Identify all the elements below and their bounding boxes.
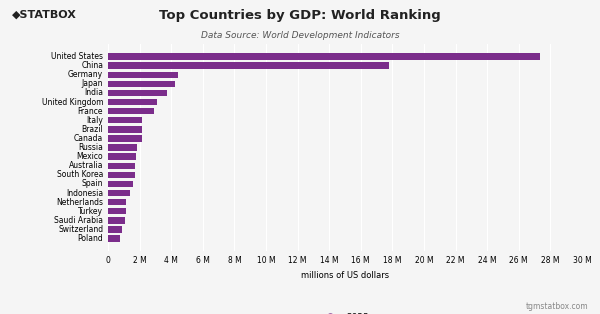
Text: tgmstatbox.com: tgmstatbox.com: [526, 302, 588, 311]
Bar: [108, 81, 175, 87]
Bar: [108, 154, 136, 160]
Legend: 2023: 2023: [317, 309, 373, 314]
Bar: [108, 208, 125, 214]
Bar: [108, 199, 125, 205]
Bar: [108, 90, 167, 96]
X-axis label: millions of US dollars: millions of US dollars: [301, 271, 389, 279]
Bar: [108, 217, 125, 224]
Bar: [108, 163, 135, 169]
Bar: [108, 226, 122, 233]
Bar: [108, 72, 178, 78]
Bar: [108, 190, 130, 196]
Bar: [108, 117, 142, 123]
Text: Top Countries by GDP: World Ranking: Top Countries by GDP: World Ranking: [159, 9, 441, 22]
Bar: [108, 108, 154, 114]
Bar: [108, 172, 135, 178]
Bar: [108, 126, 142, 133]
Bar: [108, 135, 142, 142]
Bar: [108, 181, 133, 187]
Bar: [108, 144, 137, 151]
Bar: [108, 236, 120, 242]
Text: Data Source: World Development Indicators: Data Source: World Development Indicator…: [200, 31, 400, 41]
Bar: [108, 53, 540, 60]
Bar: [108, 62, 389, 69]
Bar: [108, 99, 157, 105]
Text: ◆STATBOX: ◆STATBOX: [12, 9, 77, 19]
